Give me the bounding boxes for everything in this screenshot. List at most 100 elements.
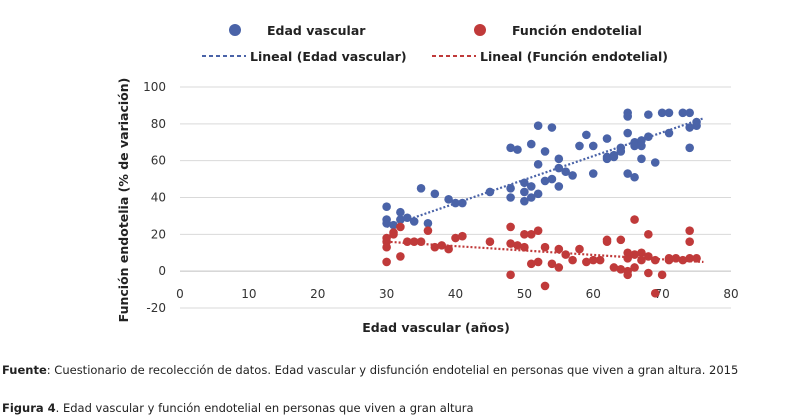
point-funcion-endotelial <box>554 263 564 272</box>
point-edad-vascular <box>637 154 646 164</box>
point-funcion-endotelial <box>616 235 626 245</box>
point-funcion-endotelial <box>657 270 667 280</box>
point-funcion-endotelial <box>644 268 653 278</box>
point-funcion-endotelial <box>485 237 495 246</box>
point-funcion-endotelial <box>678 255 688 265</box>
point-funcion-endotelial <box>520 242 529 252</box>
point-edad-vascular <box>554 163 564 173</box>
source-label: Fuente <box>2 363 47 377</box>
point-edad-vascular <box>623 169 632 178</box>
trendline <box>386 117 704 229</box>
point-edad-vascular <box>588 169 598 178</box>
point-funcion-endotelial <box>540 242 550 252</box>
point-funcion-endotelial <box>382 242 391 252</box>
point-funcion-endotelial <box>630 215 639 224</box>
point-funcion-endotelial <box>637 248 646 258</box>
point-edad-vascular <box>506 183 515 193</box>
point-funcion-endotelial <box>650 288 660 298</box>
point-edad-vascular <box>554 154 564 164</box>
data-points <box>382 108 701 298</box>
point-funcion-endotelial <box>513 241 522 250</box>
legend-lineal-funcion-label: Lineal (Función endotelial) <box>480 49 668 64</box>
x-tick-label: 80 <box>723 287 738 301</box>
x-axis-label: Edad vascular (años) <box>362 320 510 335</box>
point-funcion-endotelial <box>409 237 419 246</box>
point-edad-vascular <box>402 213 412 223</box>
point-funcion-endotelial <box>623 253 632 263</box>
y-tick-label: -20 <box>146 301 166 315</box>
x-tick-label: 60 <box>586 287 601 301</box>
point-edad-vascular <box>602 134 612 143</box>
point-edad-vascular <box>644 110 653 119</box>
point-edad-vascular <box>568 171 577 180</box>
point-funcion-endotelial <box>623 270 632 280</box>
point-edad-vascular <box>533 189 543 199</box>
point-edad-vascular <box>520 196 529 206</box>
point-funcion-endotelial <box>630 250 639 259</box>
point-funcion-endotelial <box>664 255 674 265</box>
point-funcion-endotelial <box>671 253 681 263</box>
point-funcion-endotelial <box>685 253 694 263</box>
point-edad-vascular <box>520 178 529 188</box>
point-funcion-endotelial <box>526 230 536 239</box>
y-tick-label: 20 <box>151 227 166 241</box>
point-edad-vascular <box>609 150 619 160</box>
legend-edad-vascular-label: Edad vascular <box>267 23 366 38</box>
point-funcion-endotelial <box>685 226 694 235</box>
point-edad-vascular <box>396 215 405 224</box>
y-tick-label: 60 <box>151 154 166 168</box>
point-edad-vascular <box>396 207 405 217</box>
point-edad-vascular <box>630 141 639 151</box>
point-edad-vascular <box>616 143 626 153</box>
point-edad-vascular <box>526 139 536 149</box>
point-edad-vascular <box>409 217 419 226</box>
point-edad-vascular <box>423 218 433 228</box>
point-funcion-endotelial <box>396 222 405 232</box>
x-tick-label: 30 <box>379 287 394 301</box>
point-edad-vascular <box>685 123 694 132</box>
y-tick-label: 80 <box>151 117 166 131</box>
point-edad-vascular <box>644 132 653 142</box>
point-edad-vascular <box>526 193 536 202</box>
point-funcion-endotelial <box>644 252 653 261</box>
point-edad-vascular <box>657 108 667 118</box>
x-tick-label: 10 <box>241 287 256 301</box>
point-funcion-endotelial <box>402 237 412 246</box>
gridlines <box>180 86 731 309</box>
point-edad-vascular <box>685 143 694 153</box>
point-edad-vascular <box>485 187 495 197</box>
y-tick-label: 100 <box>143 80 166 94</box>
point-edad-vascular <box>554 182 564 191</box>
point-edad-vascular <box>506 143 515 153</box>
point-edad-vascular <box>664 108 674 118</box>
point-funcion-endotelial <box>389 228 398 237</box>
point-funcion-endotelial <box>423 226 433 235</box>
point-edad-vascular <box>650 158 660 167</box>
point-edad-vascular <box>678 108 688 118</box>
point-funcion-endotelial <box>692 253 701 263</box>
legend-funcion-endotelial-label: Función endotelial <box>512 23 642 38</box>
point-edad-vascular <box>382 218 391 228</box>
point-funcion-endotelial <box>396 252 405 261</box>
point-funcion-endotelial <box>382 257 391 267</box>
point-funcion-endotelial <box>451 233 460 243</box>
point-funcion-endotelial <box>616 265 626 274</box>
figure-label: Figura 4 <box>2 401 56 415</box>
point-funcion-endotelial <box>588 255 598 265</box>
point-edad-vascular <box>526 182 536 191</box>
point-edad-vascular <box>685 108 694 118</box>
point-funcion-endotelial <box>430 242 440 252</box>
legend-lineal-edad-label: Lineal (Edad vascular) <box>250 49 407 64</box>
point-edad-vascular <box>547 123 557 132</box>
point-edad-vascular <box>623 128 632 138</box>
point-edad-vascular <box>513 145 522 154</box>
point-edad-vascular <box>533 160 543 169</box>
point-funcion-endotelial <box>575 244 584 254</box>
point-funcion-endotelial <box>561 250 570 259</box>
point-funcion-endotelial <box>609 263 619 272</box>
point-funcion-endotelial <box>595 255 605 265</box>
x-tick-label: 40 <box>448 287 463 301</box>
x-tick-label: 20 <box>310 287 325 301</box>
